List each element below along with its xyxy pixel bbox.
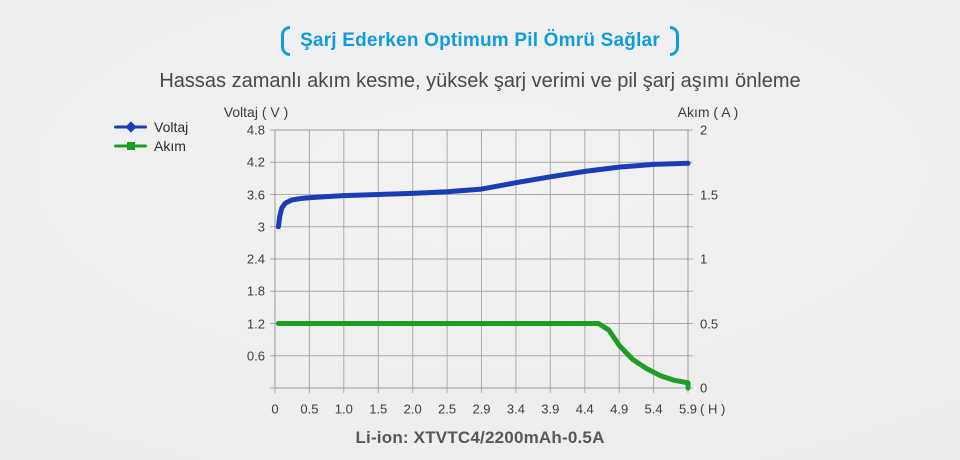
voltage-line-swatch [114,121,147,133]
x-axis-unit-label: ( H ) [700,401,726,417]
right-axis-tick-label: 2 [700,122,708,138]
plot-border [274,129,689,389]
x-axis-tick-label: 0.5 [300,401,319,417]
header: Şarj Ederken Optimum Pil Ömrü Sağlar [0,26,960,56]
left-axis-tick-label: 4.2 [246,154,265,170]
x-axis-tick-label: 2.0 [403,401,422,417]
x-axis-tick-label: 4.4 [575,401,594,417]
chart-legend: Voltaj Akım [114,119,188,154]
x-axis-tick-label: 5.9 [678,401,698,417]
left-axis-title: Voltaj ( V ) [223,104,289,120]
left-axis-tick-label: 1.2 [246,316,265,331]
x-axis-tick-label: 5.4 [644,401,663,417]
right-axis-tick-label: 1 [700,251,708,267]
right-axis-tick-label: 0 [700,380,708,396]
square-marker-icon [126,142,135,150]
x-axis-tick-label: 3.4 [506,401,525,417]
x-axis-tick-label: 0 [271,401,279,417]
left-axis-tick-label: 0.6 [246,348,265,364]
x-axis-tick-label: 4.9 [610,401,629,417]
battery-spec-caption: Li-ion: XTVTC4/2200mAh-0.5A [355,428,605,447]
right-axis-tick-label: 0.5 [700,316,719,331]
voltage-curve [275,160,691,230]
x-axis-tick-label: 2.9 [472,401,491,417]
legend-label-current: Akım [154,138,186,154]
page-subtitle: Hassas zamanlı akım kesme, yüksek şarj v… [159,70,801,92]
x-axis-tick-label: 1.0 [334,401,353,417]
current-curve [275,321,691,391]
title-bracket-right-icon [669,26,679,56]
left-axis-tick-label: 3 [257,219,265,235]
x-axis-tick-label: 1.5 [369,401,388,417]
chart-canvas [270,129,693,393]
diamond-marker-icon [124,121,137,133]
x-axis-tick-label: 3.9 [541,401,560,417]
current-line-swatch [114,141,147,152]
legend-item-voltage: Voltaj [114,119,188,135]
legend-item-current: Akım [114,138,188,154]
left-axis-tick-label: 2.4 [246,251,265,267]
right-axis-tick-label: 1.5 [700,187,719,202]
page-title: Şarj Ederken Optimum Pil Ömrü Sağlar [300,30,660,51]
left-axis-tick-label: 1.8 [246,283,265,299]
left-axis-tick-label: 4.8 [246,122,265,138]
title-bracket-left-icon [281,26,291,56]
x-axis-tick-label: 2.5 [438,401,457,417]
legend-label-voltage: Voltaj [154,119,189,135]
left-axis-tick-label: 3.6 [246,187,265,202]
right-axis-title: Akım ( A ) [677,104,739,120]
